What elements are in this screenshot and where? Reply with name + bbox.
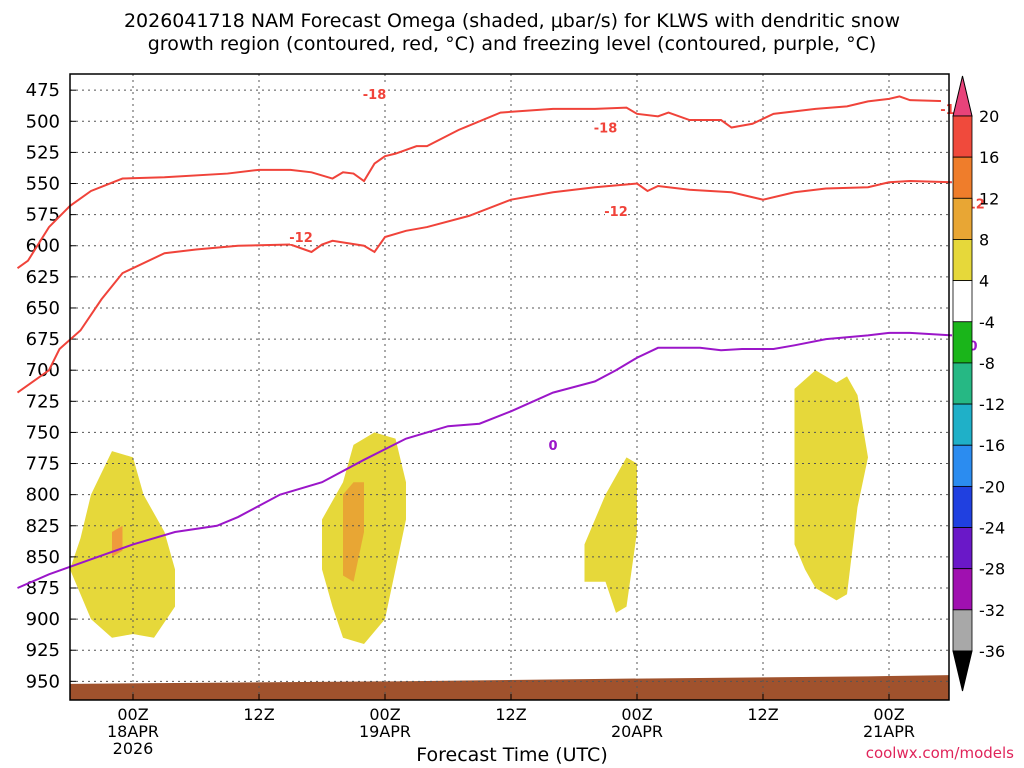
y-tick-label: 925 [26,640,60,661]
colorbar-segment [952,609,973,652]
colorbar-segment [952,403,973,446]
x-tick-label: 00Z [621,705,652,724]
x-tick-date: 20APR [611,722,663,741]
colorbar-label: -4 [979,313,995,332]
y-tick-label: 675 [26,329,60,350]
x-tick-label: 00Z [117,705,148,724]
y-tick-label: 825 [26,516,60,537]
y-tick-label: 850 [26,547,60,568]
contour-line-2 [17,331,953,589]
y-tick-label: 725 [26,391,60,412]
x-tick-date: 19APR [359,722,411,741]
x-tick-label: 00Z [369,705,400,724]
x-axis-label: Forecast Time (UTC) [416,744,608,766]
y-tick-label: 475 [26,80,60,101]
y-tick-label: 900 [26,609,60,630]
contour-label--12: -12 [604,205,628,220]
colorbar-label: -24 [979,519,1005,538]
colorbar-label: -28 [979,560,1005,579]
colorbar-segment [952,156,973,199]
colorbar-label: -8 [979,354,995,373]
terrain-fill [70,675,949,700]
colorbar-label: -20 [979,477,1005,496]
y-tick-label: 875 [26,578,60,599]
colorbar-segment [952,444,973,487]
contour-line-0 [16,95,953,269]
colorbar-label: 8 [979,230,989,249]
colorbar-label: 12 [979,189,999,208]
chart-title-line2: growth region (contoured, red, °C) and f… [147,33,877,55]
colorbar-label: 4 [979,272,989,291]
omega-region-5 [794,370,868,601]
colorbar-label: -36 [979,642,1005,661]
x-tick-date: 21APR [863,722,915,741]
colorbar-label: 20 [979,107,999,126]
colorbar-segment [952,568,973,611]
x-tick-label: 00Z [873,705,904,724]
colorbar-segment [952,485,973,528]
colorbar-segment [952,197,973,240]
y-tick-label: 550 [26,174,60,195]
contour-label--18: -18 [594,122,618,137]
y-tick-label: 650 [26,298,60,319]
y-tick-label: 525 [26,142,60,163]
contour-line-1 [16,180,953,394]
contour-label--18: -18 [363,88,387,103]
colorbar-label: -32 [979,601,1005,620]
colorbar-top-arrow [952,75,973,117]
colorbar-segment [952,280,973,323]
colorbar-label: 16 [979,148,999,167]
contour-label-bg [290,228,312,245]
y-tick-label: 775 [26,454,60,475]
plot-frame [69,73,950,701]
colorbar-bottom-arrow [952,650,973,692]
x-tick-label: 12Z [747,705,778,724]
x-tick-year: 2026 [113,739,154,758]
credit-text: coolwx.com/models [865,744,1014,762]
contour-label-0: 0 [548,439,557,454]
colorbar-segment [952,115,973,158]
colorbar-segment [952,321,973,364]
y-tick-label: 625 [26,267,60,288]
contour-label-bg [542,435,564,452]
x-tick-date: 18APR [107,722,159,741]
y-tick-label: 700 [26,360,60,381]
x-tick-label: 12Z [243,705,274,724]
colorbar-segment [952,239,973,282]
chart-title-line1: 2026041718 NAM Forecast Omega (shaded, μ… [123,10,901,32]
y-tick-label: 600 [26,236,60,257]
y-tick-label: 500 [26,111,60,132]
contour-label-bg [605,201,627,218]
colorbar-label: -12 [979,395,1005,414]
contour-label-0: 0 [968,339,977,354]
y-tick-label: 950 [26,671,60,692]
contour-label-bg [594,118,617,135]
omega-region-4 [584,457,637,613]
x-tick-label: 12Z [495,705,526,724]
y-tick-label: 750 [26,422,60,443]
colorbar-segment [952,527,973,570]
contour-label-bg [363,84,386,101]
contour-label--12: -12 [289,231,313,246]
y-tick-label: 575 [26,205,60,226]
y-tick-label: 800 [26,485,60,506]
colorbar-segment [952,362,973,405]
colorbar-label: -16 [979,436,1005,455]
